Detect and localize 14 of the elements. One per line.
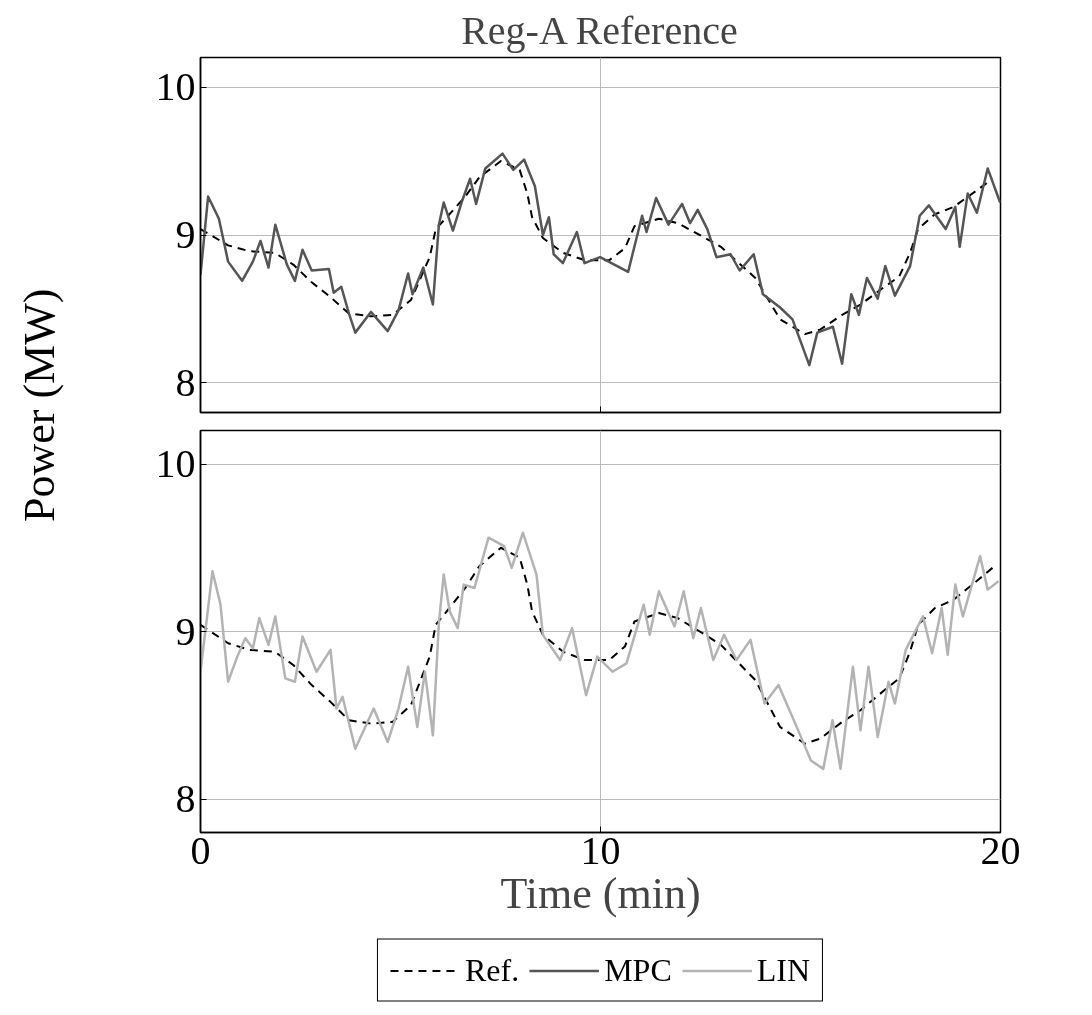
y-tick-label: 8 [175, 776, 196, 821]
line-series [200, 152, 1001, 367]
x-tick-label: 20 [980, 827, 1021, 873]
y-tick-label: 8 [175, 359, 196, 405]
y-axis-title: Power (MW) [13, 288, 65, 522]
y-tick-label: 9 [175, 608, 196, 654]
legend-label: Ref. [464, 951, 520, 989]
y-tick-label: 9 [175, 212, 196, 257]
x-tick-label: 0 [190, 827, 211, 873]
y-tick-label: 10 [155, 441, 196, 486]
legend-label: LIN [756, 951, 811, 989]
y-tick-label: 10 [155, 64, 196, 110]
chart-title: Reg-A Reference [461, 7, 738, 53]
legend-label: MPC [604, 951, 672, 989]
